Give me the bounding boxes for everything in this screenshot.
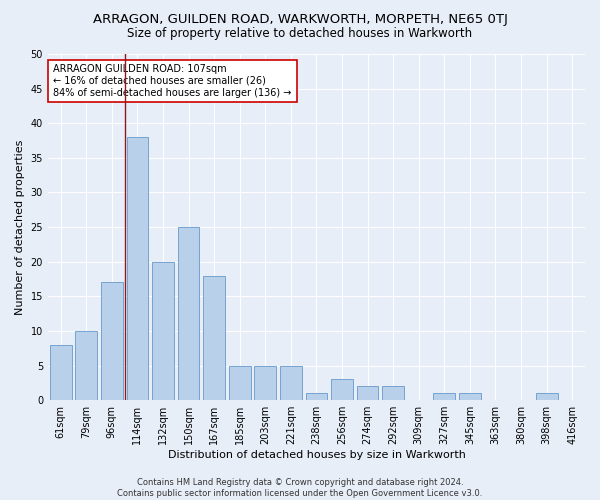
- Bar: [178, 227, 199, 400]
- Text: ARRAGON GUILDEN ROAD: 107sqm
← 16% of detached houses are smaller (26)
84% of se: ARRAGON GUILDEN ROAD: 107sqm ← 16% of de…: [53, 64, 292, 98]
- Bar: [152, 262, 174, 400]
- Text: Size of property relative to detached houses in Warkworth: Size of property relative to detached ho…: [127, 28, 473, 40]
- Bar: [357, 386, 379, 400]
- Text: Contains HM Land Registry data © Crown copyright and database right 2024.
Contai: Contains HM Land Registry data © Crown c…: [118, 478, 482, 498]
- Bar: [254, 366, 276, 400]
- Text: ARRAGON, GUILDEN ROAD, WARKWORTH, MORPETH, NE65 0TJ: ARRAGON, GUILDEN ROAD, WARKWORTH, MORPET…: [92, 12, 508, 26]
- Bar: [433, 394, 455, 400]
- Bar: [203, 276, 225, 400]
- Bar: [101, 282, 123, 400]
- Bar: [331, 380, 353, 400]
- Bar: [536, 394, 557, 400]
- Bar: [127, 137, 148, 400]
- Bar: [382, 386, 404, 400]
- Bar: [280, 366, 302, 400]
- Y-axis label: Number of detached properties: Number of detached properties: [15, 140, 25, 315]
- Bar: [459, 394, 481, 400]
- Bar: [50, 345, 71, 400]
- Bar: [229, 366, 251, 400]
- Bar: [76, 331, 97, 400]
- Bar: [305, 394, 328, 400]
- X-axis label: Distribution of detached houses by size in Warkworth: Distribution of detached houses by size …: [167, 450, 466, 460]
